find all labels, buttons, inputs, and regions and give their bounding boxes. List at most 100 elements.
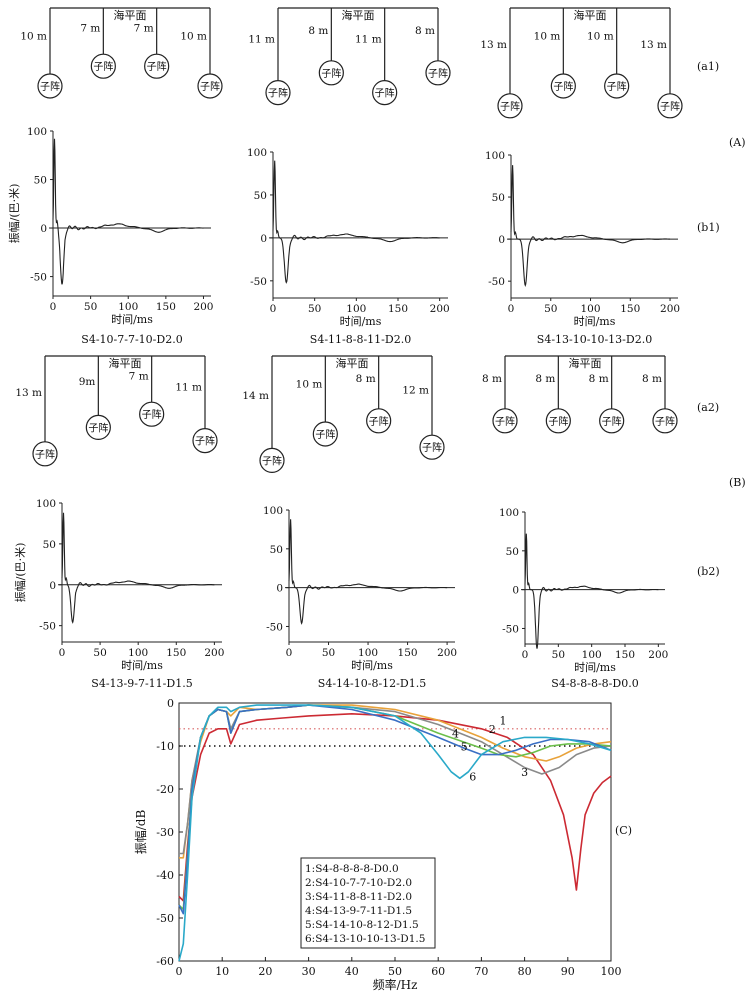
y-tick-label: 50 <box>43 539 56 551</box>
y-tick-label: 100 <box>247 147 267 159</box>
subarray-label: 子阵 <box>262 454 282 467</box>
x-tick-label: 70 <box>474 965 488 978</box>
legend-entry: 5:S4-14-10-8-12-D1.5 <box>305 919 419 931</box>
signature-waveform <box>61 512 215 624</box>
label-b2: (b2) <box>697 565 720 578</box>
x-tick-label: 150 <box>615 649 635 661</box>
x-tick-label: 50 <box>93 647 106 659</box>
signature-panel-3: 100 50 0 -50 0 50 100 150 200 时间/ms S4-13-10-10-13… <box>485 150 680 346</box>
y-tick-label: 100 <box>263 505 283 517</box>
subarray-label: 子阵 <box>88 421 108 434</box>
series-number-label: 1 <box>500 715 507 728</box>
depth-label: 10 m <box>587 31 614 43</box>
depth-label: 11 m <box>355 33 382 45</box>
subarray-circle <box>372 79 398 106</box>
x-tick-label: 150 <box>156 301 176 313</box>
label-C: (C) <box>615 824 632 837</box>
depth-label: 8 m <box>356 373 376 385</box>
x-tick-label: 200 <box>437 647 457 659</box>
depth-label: 7 m <box>129 370 149 382</box>
subarray-label: 子阵 <box>422 441 442 454</box>
series-number-label: 6 <box>469 770 476 783</box>
depth-label: 8 m <box>308 25 328 37</box>
y-tick-label: 100 <box>499 507 519 519</box>
x-axis-label: 时间/ms <box>340 315 382 328</box>
sea-level-label: 海平面 <box>114 8 147 22</box>
geometry-panel-3: 海平面 13 m 子阵 10 m 子阵 10 m 子阵 13 m 子阵 <box>480 7 683 119</box>
x-tick-label: 0 <box>286 647 293 659</box>
x-tick-label: 100 <box>128 647 148 659</box>
x-axis-label: 时间/ms <box>111 313 153 326</box>
label-a2: (a2) <box>697 401 719 414</box>
label-A: (A) <box>729 136 746 149</box>
depth-label: 10 m <box>534 31 561 43</box>
x-tick-label: 100 <box>118 301 138 313</box>
y-tick-label: -50 <box>266 621 283 633</box>
y-tick-label: 0 <box>498 234 505 246</box>
x-tick-label: 20 <box>258 965 272 978</box>
y-tick-label: 0 <box>512 585 519 597</box>
subarray-circle <box>545 408 571 434</box>
y-tick-label: -50 <box>488 276 505 288</box>
subarray-label: 子阵 <box>495 415 515 428</box>
depth-label: 8 m <box>589 373 609 385</box>
y-tick-label: 50 <box>254 190 267 202</box>
panel-caption: S4-11-8-8-11-D2.0 <box>310 333 411 346</box>
geometry-panel-5: 海平面 14 m 子阵 10 m 子阵 8 m 子阵 12 m 子阵 <box>242 355 445 473</box>
y-tick-label: -50 <box>156 912 174 925</box>
legend-entry: 1:S4-8-8-8-8-D0.0 <box>305 863 399 875</box>
signature-waveform <box>524 533 659 649</box>
subarray-label: 子阵 <box>315 428 335 441</box>
x-tick-label: 0 <box>50 301 57 313</box>
series-number-label: 3 <box>521 766 528 779</box>
subarray-circle <box>419 434 445 460</box>
panel-caption: S4-14-10-8-12-D1.5 <box>318 677 426 690</box>
panel-caption: S4-10-7-7-10-D2.0 <box>81 333 182 346</box>
x-tick-label: 60 <box>431 965 445 978</box>
depth-label: 11 m <box>175 381 202 393</box>
x-tick-label: 100 <box>358 647 378 659</box>
subarray-circle <box>197 73 223 99</box>
y-tick-label: -50 <box>39 621 56 633</box>
subarray-circle <box>497 93 523 119</box>
panel-caption: S4-13-10-10-13-D2.0 <box>537 333 652 346</box>
signature-waveform <box>510 165 671 288</box>
subarray-circle <box>32 441 58 467</box>
x-tick-label: 150 <box>620 303 640 315</box>
legend-box <box>300 857 436 949</box>
subarray-circle <box>550 73 576 99</box>
subarray-circle <box>192 428 218 454</box>
sea-level-label: 海平面 <box>342 8 375 22</box>
subarray-label: 子阵 <box>268 87 288 100</box>
subarray-circle <box>265 79 291 106</box>
subarray-label: 子阵 <box>321 67 341 80</box>
signature-panel-2: 100 50 0 -50 0 50 100 150 200 时间/ms S4-11-8-8-11-D… <box>247 147 450 346</box>
x-tick-label: 100 <box>346 303 366 315</box>
signature-waveform <box>52 138 204 285</box>
depth-label: 8 m <box>642 373 662 385</box>
signature-panels: 100 50 0 -50 0 50 100 150 200 时间/ms S4-10-7-7-10-D… <box>7 126 680 690</box>
x-tick-label: 0 <box>176 965 183 978</box>
label-b1: (b1) <box>697 221 720 234</box>
depth-label: 13 m <box>640 39 667 51</box>
legend-entry: 6:S4-13-10-10-13-D1.5 <box>305 933 425 945</box>
sea-level-label: 海平面 <box>336 356 369 370</box>
geometry-panel-6: 海平面 8 m 子阵 8 m 子阵 8 m 子阵 8 m 子阵 <box>482 355 678 434</box>
subarray-label: 子阵 <box>35 448 55 461</box>
subarray-label: 子阵 <box>200 80 220 93</box>
x-tick-label: 100 <box>601 965 622 978</box>
y-tick-label: -20 <box>156 783 174 796</box>
series-number-label: 5 <box>461 740 468 753</box>
signature-waveform <box>272 160 440 284</box>
legend-entry: 4:S4-13-9-7-11-D1.5 <box>305 905 412 917</box>
subarray-label: 子阵 <box>40 80 60 93</box>
y-tick-label: 0 <box>260 233 267 245</box>
geometry-panel-4: 海平面 13 m 子阵 9m 子阵 7 m 子阵 11 m 子阵 <box>15 355 218 467</box>
signature-panel-5: 100 50 0 -50 0 50 100 150 200 时间/ms S4-14-10-8-12-… <box>263 505 457 690</box>
legend-entry: 3:S4-11-8-8-11-D2.0 <box>305 891 412 903</box>
depth-label: 13 m <box>480 39 507 51</box>
depth-label: 7 m <box>80 22 100 34</box>
subarray-circle <box>144 53 170 79</box>
legend: 1:S4-8-8-8-8-D0.0 2:S4-10-7-7-10-D2.0 3:S4… <box>300 857 436 949</box>
